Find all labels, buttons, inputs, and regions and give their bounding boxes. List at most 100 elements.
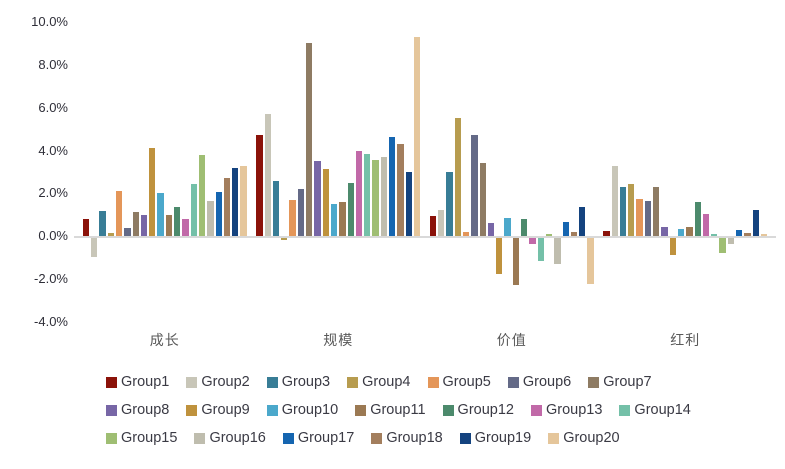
bar-group11-规模 (339, 202, 346, 237)
bar-group1-价值 (429, 215, 437, 237)
legend-label: Group16 (209, 430, 266, 446)
bar-group15-价值 (545, 234, 553, 237)
legend-swatch-icon (194, 433, 206, 444)
legend-swatch-icon (282, 433, 294, 444)
bar-group6-规模 (297, 189, 305, 237)
bar-group8-规模 (314, 161, 321, 237)
bar-group4-价值 (454, 118, 461, 237)
bar-group13-红利 (702, 213, 710, 237)
legend-label: Group14 (634, 402, 691, 418)
bar-group11-成长 (165, 214, 173, 237)
bar-group12-成长 (174, 207, 181, 237)
legend-item-group9: Group9 (186, 401, 250, 420)
bar-group7-成长 (132, 211, 139, 237)
bar-group19-规模 (405, 172, 412, 237)
legend-swatch-icon (371, 433, 383, 444)
bar-group19-成长 (232, 167, 239, 237)
legend-item-group20: Group20 (548, 429, 620, 448)
bar-group3-红利 (619, 187, 627, 237)
y-axis-tick-label: 10.0% (31, 14, 68, 29)
bar-group5-红利 (636, 198, 643, 237)
legend-swatch-icon (355, 405, 367, 416)
legend-label: Group2 (201, 374, 250, 390)
bar-group17-成长 (215, 192, 222, 237)
legend-item-group13: Group13 (530, 401, 603, 420)
legend-row: Group1 Group2 Group3 Group4 Group5 Group6 Grou… (106, 373, 746, 392)
legend-item-group2: Group2 (186, 373, 250, 392)
legend-swatch-icon (186, 405, 198, 416)
bar-group16-规模 (380, 157, 388, 237)
legend-label: Group7 (603, 374, 652, 390)
bar-group10-成长 (157, 193, 164, 237)
x-axis-line (74, 236, 776, 239)
legend-label: Group20 (563, 430, 620, 446)
bar-group10-红利 (677, 228, 685, 237)
bar-group16-成长 (207, 200, 214, 237)
category-label-1: 成长 (149, 332, 180, 348)
bar-group18-价值 (570, 232, 578, 237)
bar-group15-红利 (719, 238, 726, 254)
bar-group8-红利 (661, 226, 668, 237)
bar-group2-红利 (611, 165, 618, 237)
legend-item-group6: Group6 (507, 373, 571, 392)
legend-label: Group13 (545, 402, 603, 418)
legend-row: Group15 Group16 Group17 Group18 Group19 Group… (106, 429, 746, 448)
bar-group2-成长 (91, 238, 98, 257)
bar-group17-红利 (736, 229, 743, 237)
bar-group13-规模 (355, 150, 363, 237)
legend-label: Group3 (281, 374, 331, 390)
bar-group7-规模 (306, 43, 313, 237)
legend-label: Group1 (121, 374, 170, 390)
bar-group18-红利 (744, 233, 751, 237)
category-label-2: 规模 (323, 332, 354, 348)
bar-group11-红利 (686, 226, 693, 237)
bar-group2-价值 (438, 209, 445, 237)
bar-group7-红利 (653, 187, 660, 237)
bar-group12-规模 (347, 182, 354, 237)
bar-group12-价值 (521, 219, 528, 237)
bar-group10-规模 (330, 204, 338, 237)
legend-label: Group9 (201, 402, 250, 418)
legend-label: Group8 (121, 402, 170, 418)
y-axis-tick-label: 6.0% (38, 99, 68, 115)
bar-group20-规模 (413, 37, 421, 237)
bar-group16-红利 (727, 238, 735, 244)
legend-item-group3: Group3 (266, 373, 331, 392)
legend-item-group1: Group1 (106, 373, 169, 392)
y-axis-tick-label: 0.0% (38, 228, 68, 244)
legend-swatch-icon (106, 433, 117, 444)
bar-group6-成长 (124, 227, 131, 237)
legend-item-group14: Group14 (619, 401, 691, 420)
bar-group13-成长 (182, 219, 189, 237)
legend-item-group16: Group16 (194, 429, 266, 448)
legend-item-group10: Group10 (266, 401, 338, 420)
legend-swatch-icon (186, 377, 198, 388)
bar-group4-规模 (281, 238, 288, 241)
bar-group7-价值 (479, 163, 486, 237)
legend-label: Group12 (457, 402, 514, 418)
bar-group9-红利 (669, 238, 676, 256)
bar-group15-规模 (372, 160, 379, 237)
legend-swatch-icon (106, 377, 117, 388)
bar-group20-红利 (760, 234, 768, 237)
legend-swatch-icon (588, 377, 600, 388)
legend-item-group15: Group15 (106, 429, 177, 448)
bar-group1-红利 (603, 230, 610, 237)
bar-group4-成长 (107, 233, 114, 237)
bar-group15-成长 (198, 154, 206, 237)
y-axis-tick-label: 4.0% (38, 142, 68, 158)
category-label-3: 价值 (496, 332, 527, 348)
bar-group3-价值 (446, 172, 453, 237)
bar-group17-规模 (389, 136, 396, 237)
legend-swatch-icon (427, 377, 439, 388)
bar-group18-规模 (397, 144, 404, 237)
bar-group20-价值 (587, 238, 594, 285)
bar-group3-成长 (99, 210, 106, 237)
bar-group12-红利 (694, 202, 701, 237)
legend-row: Group8 Group9 Group10 Group11 Group12 Group13… (106, 401, 746, 420)
legend-item-group11: Group11 (355, 401, 426, 420)
legend-label: Group17 (297, 430, 355, 446)
bar-group1-成长 (82, 219, 90, 237)
y-axis-tick-label: -2.0% (34, 271, 68, 287)
